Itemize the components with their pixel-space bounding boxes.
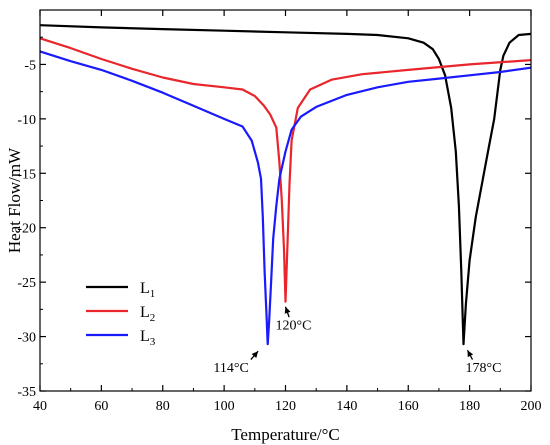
- annotation-layer: 114°C 120°C 178°C: [213, 306, 502, 376]
- peak-annotation-label: 114°C: [213, 361, 248, 376]
- y-tick-label: -10: [17, 113, 36, 128]
- x-tick-label: 100: [214, 399, 235, 414]
- y-tick-label: -35: [17, 385, 36, 400]
- annotation-arrowhead: [467, 350, 474, 358]
- x-tick-label: 60: [94, 399, 108, 414]
- series-line-l1: [39, 24, 532, 346]
- y-tick-label: -30: [17, 331, 36, 346]
- legend-label-l1: L1: [140, 280, 155, 300]
- peak-annotation-label: 120°C: [276, 319, 312, 334]
- legend-label-l3: L3: [140, 328, 156, 348]
- x-tick-label: 120: [275, 399, 296, 414]
- series-line-l2: [39, 37, 532, 303]
- y-tick-label: -20: [17, 222, 36, 237]
- legend-label-l2: L2: [140, 304, 155, 324]
- x-tick-label: 40: [33, 399, 47, 414]
- series-line-l3: [39, 50, 532, 346]
- x-tick-label: 180: [459, 399, 480, 414]
- plot-frame: [39, 9, 532, 392]
- legend: L1 L2 L3: [86, 280, 156, 348]
- x-tick-label: 80: [156, 399, 170, 414]
- x-tick-label: 200: [521, 399, 542, 414]
- axes-layer: 40 60 80 100 120 140 160 180 200 -5 -10 -15 -20 -25 -3…: [17, 9, 542, 414]
- annotation-arrowhead: [251, 351, 259, 358]
- x-tick-label: 140: [336, 399, 357, 414]
- y-tick-label: -15: [17, 167, 36, 182]
- y-tick-label: -5: [24, 58, 36, 73]
- x-tick-label: 160: [398, 399, 419, 414]
- annotation-arrowhead: [284, 306, 291, 314]
- y-axis-title: Heat Flow/mW: [5, 147, 24, 253]
- x-axis-title: Temperature/°C: [231, 425, 340, 444]
- plot-lines: [39, 24, 532, 346]
- y-tick-label: -25: [17, 276, 36, 291]
- peak-annotation-label: 178°C: [466, 361, 502, 376]
